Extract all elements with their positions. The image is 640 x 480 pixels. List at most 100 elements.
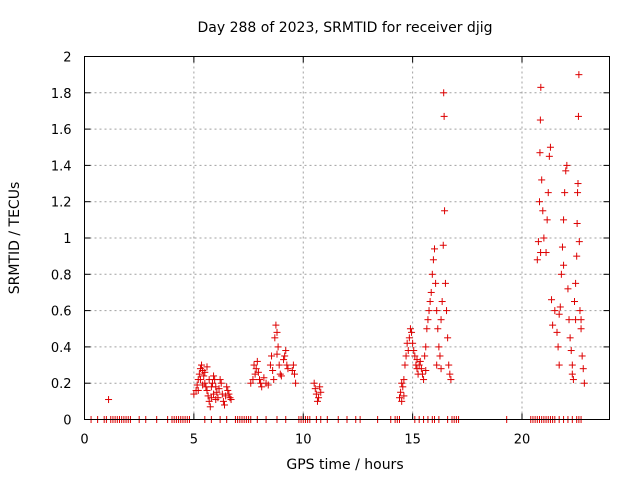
data-point — [271, 334, 279, 342]
data-point — [444, 334, 452, 342]
data-point — [401, 361, 409, 369]
data-point — [210, 390, 218, 398]
data-point — [207, 394, 215, 402]
data-point — [558, 243, 566, 251]
data-point — [567, 347, 575, 355]
data-point — [539, 207, 547, 215]
data-point — [208, 379, 216, 387]
data-point — [196, 376, 204, 384]
data-point — [576, 307, 584, 315]
data-point — [399, 383, 407, 391]
data-point — [560, 261, 568, 269]
data-point — [431, 245, 438, 253]
data-point — [424, 316, 432, 324]
x-axis-title: GPS time / hours — [286, 457, 403, 473]
data-point — [274, 343, 282, 351]
data-point — [439, 241, 447, 249]
data-point — [194, 386, 202, 394]
data-point — [225, 390, 233, 398]
data-point — [569, 376, 577, 384]
data-point — [281, 352, 289, 360]
data-point — [432, 279, 440, 287]
data-point — [400, 376, 408, 384]
y-tick-label: 1 — [63, 232, 71, 247]
data-point — [536, 149, 544, 157]
data-point — [416, 357, 424, 365]
data-point — [260, 374, 268, 382]
chart-title: Day 288 of 2023, SRMTID for receiver dji… — [198, 20, 493, 36]
data-point — [205, 376, 213, 384]
data-point — [398, 379, 406, 387]
data-point — [397, 388, 405, 396]
data-point — [215, 385, 223, 393]
data-point — [578, 352, 586, 360]
data-point — [283, 361, 291, 369]
data-point — [213, 388, 221, 396]
data-point — [247, 379, 255, 387]
data-point — [312, 390, 320, 398]
data-point — [218, 390, 226, 398]
data-point — [210, 372, 218, 380]
data-point — [288, 366, 296, 374]
data-point — [216, 376, 224, 384]
data-point — [546, 143, 554, 151]
data-point — [275, 361, 283, 369]
data-point — [427, 288, 435, 296]
data-point — [422, 366, 430, 374]
y-tick-label: 2 — [63, 51, 71, 66]
data-point — [398, 397, 406, 405]
data-point — [561, 189, 569, 197]
data-point — [219, 397, 227, 405]
x-tick-label: 15 — [404, 433, 421, 448]
data-point — [280, 356, 288, 364]
data-point — [217, 379, 225, 387]
data-point — [292, 379, 300, 387]
data-point — [441, 207, 449, 215]
data-point — [446, 370, 454, 378]
data-point — [264, 381, 272, 389]
data-point — [573, 219, 581, 227]
data-point — [572, 316, 580, 324]
data-point — [200, 372, 208, 380]
data-point — [423, 325, 431, 333]
data-point — [575, 71, 583, 79]
y-tick-label: 1.8 — [51, 87, 72, 102]
data-point — [284, 365, 292, 373]
data-point — [317, 388, 325, 396]
data-point — [562, 167, 570, 175]
data-point — [551, 307, 559, 315]
data-point — [548, 296, 556, 304]
data-point — [421, 352, 429, 360]
data-point — [420, 376, 428, 384]
data-point — [433, 361, 441, 369]
data-point — [429, 256, 437, 264]
y-tick-label: 0.4 — [51, 341, 72, 356]
data-point — [537, 249, 545, 257]
data-point — [545, 152, 553, 160]
y-tick-label: 0.8 — [51, 268, 72, 283]
data-point — [226, 394, 234, 402]
data-points — [87, 71, 588, 423]
data-point — [396, 394, 403, 402]
data-point — [411, 352, 419, 360]
data-point — [406, 325, 414, 333]
data-point — [540, 234, 548, 242]
data-point — [579, 365, 587, 373]
data-point — [273, 328, 281, 336]
x-tick-label: 5 — [190, 433, 198, 448]
data-point — [556, 303, 564, 311]
data-point — [575, 238, 583, 246]
data-point — [408, 328, 416, 336]
data-point — [277, 372, 285, 380]
data-point — [568, 370, 576, 378]
data-point — [443, 307, 451, 315]
data-point — [223, 383, 231, 391]
data-point — [538, 176, 546, 184]
y-tick-label: 1.6 — [51, 123, 72, 138]
x-axis-ticks: 0 5 10 15 20 — [80, 56, 530, 448]
data-point — [574, 189, 582, 197]
data-point — [574, 180, 582, 188]
data-point — [554, 343, 562, 351]
data-point — [437, 316, 445, 324]
